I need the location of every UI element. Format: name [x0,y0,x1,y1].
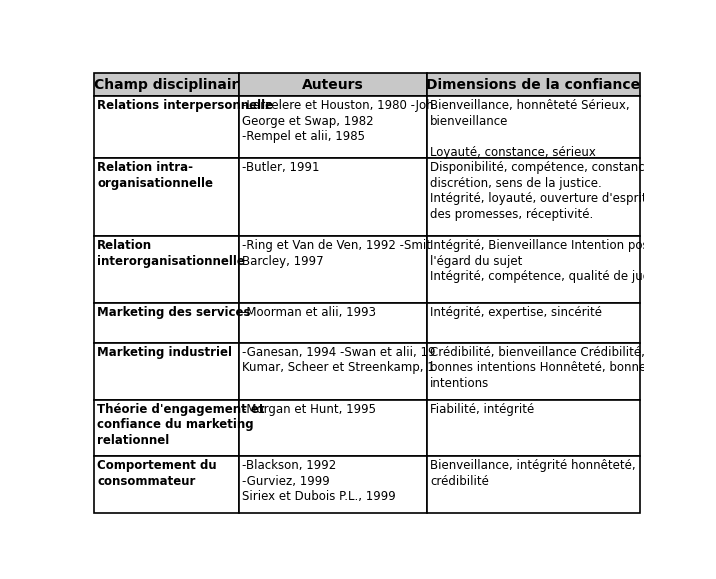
Text: Bienveillance, honnêteté Sérieux,
bienveillance

Loyauté, constance, sérieux: Bienveillance, honnêteté Sérieux, bienve… [430,100,630,159]
Bar [427,96,640,158]
Bar [427,236,640,303]
Bar [238,303,427,343]
Text: -Ganesan, 1994 -Swan et alii, 19
Kumar, Scheer et Streenkamp, 1: -Ganesan, 1994 -Swan et alii, 19 Kumar, … [242,346,435,375]
Bar [94,303,238,343]
Bar [238,158,427,236]
Text: Bienveillance, intégrité honnêteté,
crédibilité: Bienveillance, intégrité honnêteté, créd… [430,459,636,488]
Bar [94,400,238,456]
Text: -Moorman et alii, 1993: -Moorman et alii, 1993 [242,306,376,320]
Bar [94,158,238,236]
Bar [94,343,238,400]
Bar [427,158,640,236]
Bar [238,96,427,158]
Text: -Butler, 1991: -Butler, 1991 [242,162,319,174]
Bar [427,456,640,513]
Text: Disponibilité, compétence, constance,
discrétion, sens de la justice.
Intégrité,: Disponibilité, compétence, constance, di… [430,162,659,221]
Bar [427,73,640,96]
Text: Auteurs: Auteurs [302,78,364,91]
Bar [238,456,427,513]
Bar [427,400,640,456]
Bar [94,96,238,158]
Text: Crédibilité, bienveillance Crédibilité,
bonnes intentions Honnêteté, bonnes
inte: Crédibilité, bienveillance Crédibilité, … [430,346,653,390]
Text: Relation
interorganisationnelle: Relation interorganisationnelle [97,239,245,267]
Text: Comportement du
consommateur: Comportement du consommateur [97,459,217,488]
Text: Intégrité, expertise, sincérité: Intégrité, expertise, sincérité [430,306,602,320]
Bar [238,236,427,303]
Text: Marketing industriel: Marketing industriel [97,346,232,359]
Bar [238,343,427,400]
Bar [427,343,640,400]
Bar [238,73,427,96]
Text: Relation intra-
organisationnelle: Relation intra- organisationnelle [97,162,213,190]
Text: Intégrité, Bienveillance Intention posi
l'égard du sujet
Intégrité, compétence, : Intégrité, Bienveillance Intention posi … [430,239,663,283]
Bar [94,236,238,303]
Bar [427,303,640,343]
Text: -Larzelere et Houston, 1980 -Joh
George et Swap, 1982
-Rempel et alii, 1985: -Larzelere et Houston, 1980 -Joh George … [242,100,434,143]
Text: Champ disciplinair: Champ disciplinair [94,78,238,91]
Text: -Blackson, 1992
-Gurviez, 1999
Siriex et Dubois P.L., 1999: -Blackson, 1992 -Gurviez, 1999 Siriex et… [242,459,396,503]
Text: Dimensions de la confiance: Dimensions de la confiance [427,78,641,91]
Text: Théorie d'engagement et
confiance du marketing
relationnel: Théorie d'engagement et confiance du mar… [97,402,265,446]
Bar [94,456,238,513]
Text: Fiabilité, intégrité: Fiabilité, intégrité [430,402,535,416]
Text: Relations interpersonnelle: Relations interpersonnelle [97,100,274,112]
Text: -Ring et Van de Ven, 1992 -Smit
Barcley, 1997: -Ring et Van de Ven, 1992 -Smit Barcley,… [242,239,431,267]
Text: Marketing des services: Marketing des services [97,306,251,320]
Text: -Morgan et Hunt, 1995: -Morgan et Hunt, 1995 [242,402,376,416]
Bar [94,73,238,96]
Bar [238,400,427,456]
